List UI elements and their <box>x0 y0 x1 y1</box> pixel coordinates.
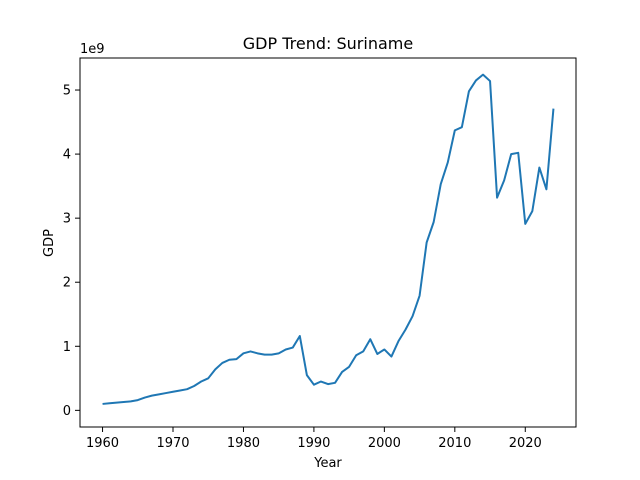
y-tick-label: 5 <box>63 84 71 99</box>
x-tick-label: 2000 <box>368 436 401 451</box>
x-tick-label: 1970 <box>156 436 189 451</box>
y-tick-label: 1 <box>63 340 71 355</box>
x-tick-label: 1960 <box>86 436 119 451</box>
plot-area <box>102 73 555 405</box>
y-axis-offset-label: 1e9 <box>80 42 105 57</box>
chart-title: GDP Trend: Suriname <box>243 34 413 53</box>
y-tick-label: 4 <box>63 148 71 163</box>
y-tick-label: 0 <box>63 404 71 419</box>
y-tick-label: 2 <box>63 276 71 291</box>
x-axis-ticks: 1960 1970 1980 1990 2000 2010 2020 <box>86 427 542 451</box>
y-axis-label: GDP <box>42 229 57 257</box>
x-tick-label: 1980 <box>227 436 260 451</box>
y-axis-ticks: 0 1 2 3 4 5 <box>63 84 80 419</box>
x-tick-label: 1990 <box>297 436 330 451</box>
series-line-0 <box>102 73 555 405</box>
x-axis-label: Year <box>313 456 342 471</box>
x-tick-label: 2020 <box>509 436 542 451</box>
x-tick-label: 2010 <box>438 436 471 451</box>
plot-frame <box>79 57 577 428</box>
y-tick-label: 3 <box>63 212 71 227</box>
